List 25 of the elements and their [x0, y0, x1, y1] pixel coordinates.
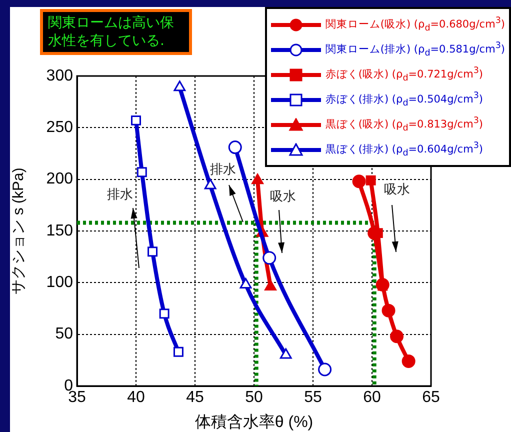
x-axis-title: 体積含水率θ (%): [194, 412, 314, 431]
x-tick-label: 55: [304, 389, 322, 406]
y-axis-title: サクション s (kPa): [10, 168, 28, 294]
x-tick-label: 50: [245, 389, 263, 406]
text: 関東ロームは高い保水性を有している.: [40, 9, 192, 55]
x-tick-label: 65: [422, 389, 440, 406]
x-tick-label: 40: [127, 389, 145, 406]
y-tick-label: 250: [46, 119, 74, 136]
annotation: 吸水: [384, 182, 410, 198]
legend-label: 関東ローム(吸水) (ρ$_{d}$=0.680g/cm$^{3}$): [325, 14, 505, 34]
x-tick-label: 60: [363, 389, 381, 406]
annotation: 排水: [210, 162, 236, 178]
y-tick-label: 300: [46, 67, 74, 84]
legend-label: 黒ぼく(吸水) (ρ$_{d}$=0.813g/cm$^{3}$): [325, 114, 483, 134]
annotation: 排水: [107, 187, 133, 202]
y-tick-label: 50: [55, 326, 74, 343]
x-tick-label: 45: [186, 389, 204, 406]
legend-label: 赤ぼく(排水) (ρ$_{d}$=0.504g/cm$^{3}$): [325, 90, 483, 110]
y-tick-label: 100: [46, 274, 74, 292]
legend-label: 赤ぼく(吸水) (ρ$_{d}$=0.721g/cm$^{3}$): [325, 64, 483, 84]
annotation: 吸水: [270, 189, 296, 204]
legend-label: 黒ぼく(排水) (ρ$_{d}$=0.604g/cm$^{3}$): [325, 140, 483, 160]
y-tick-label: 200: [46, 170, 74, 188]
y-tick-label: 150: [46, 222, 74, 240]
legend-label: 関東ローム(排水) (ρ$_{d}$=0.581g/cm$^{3}$): [325, 40, 505, 60]
